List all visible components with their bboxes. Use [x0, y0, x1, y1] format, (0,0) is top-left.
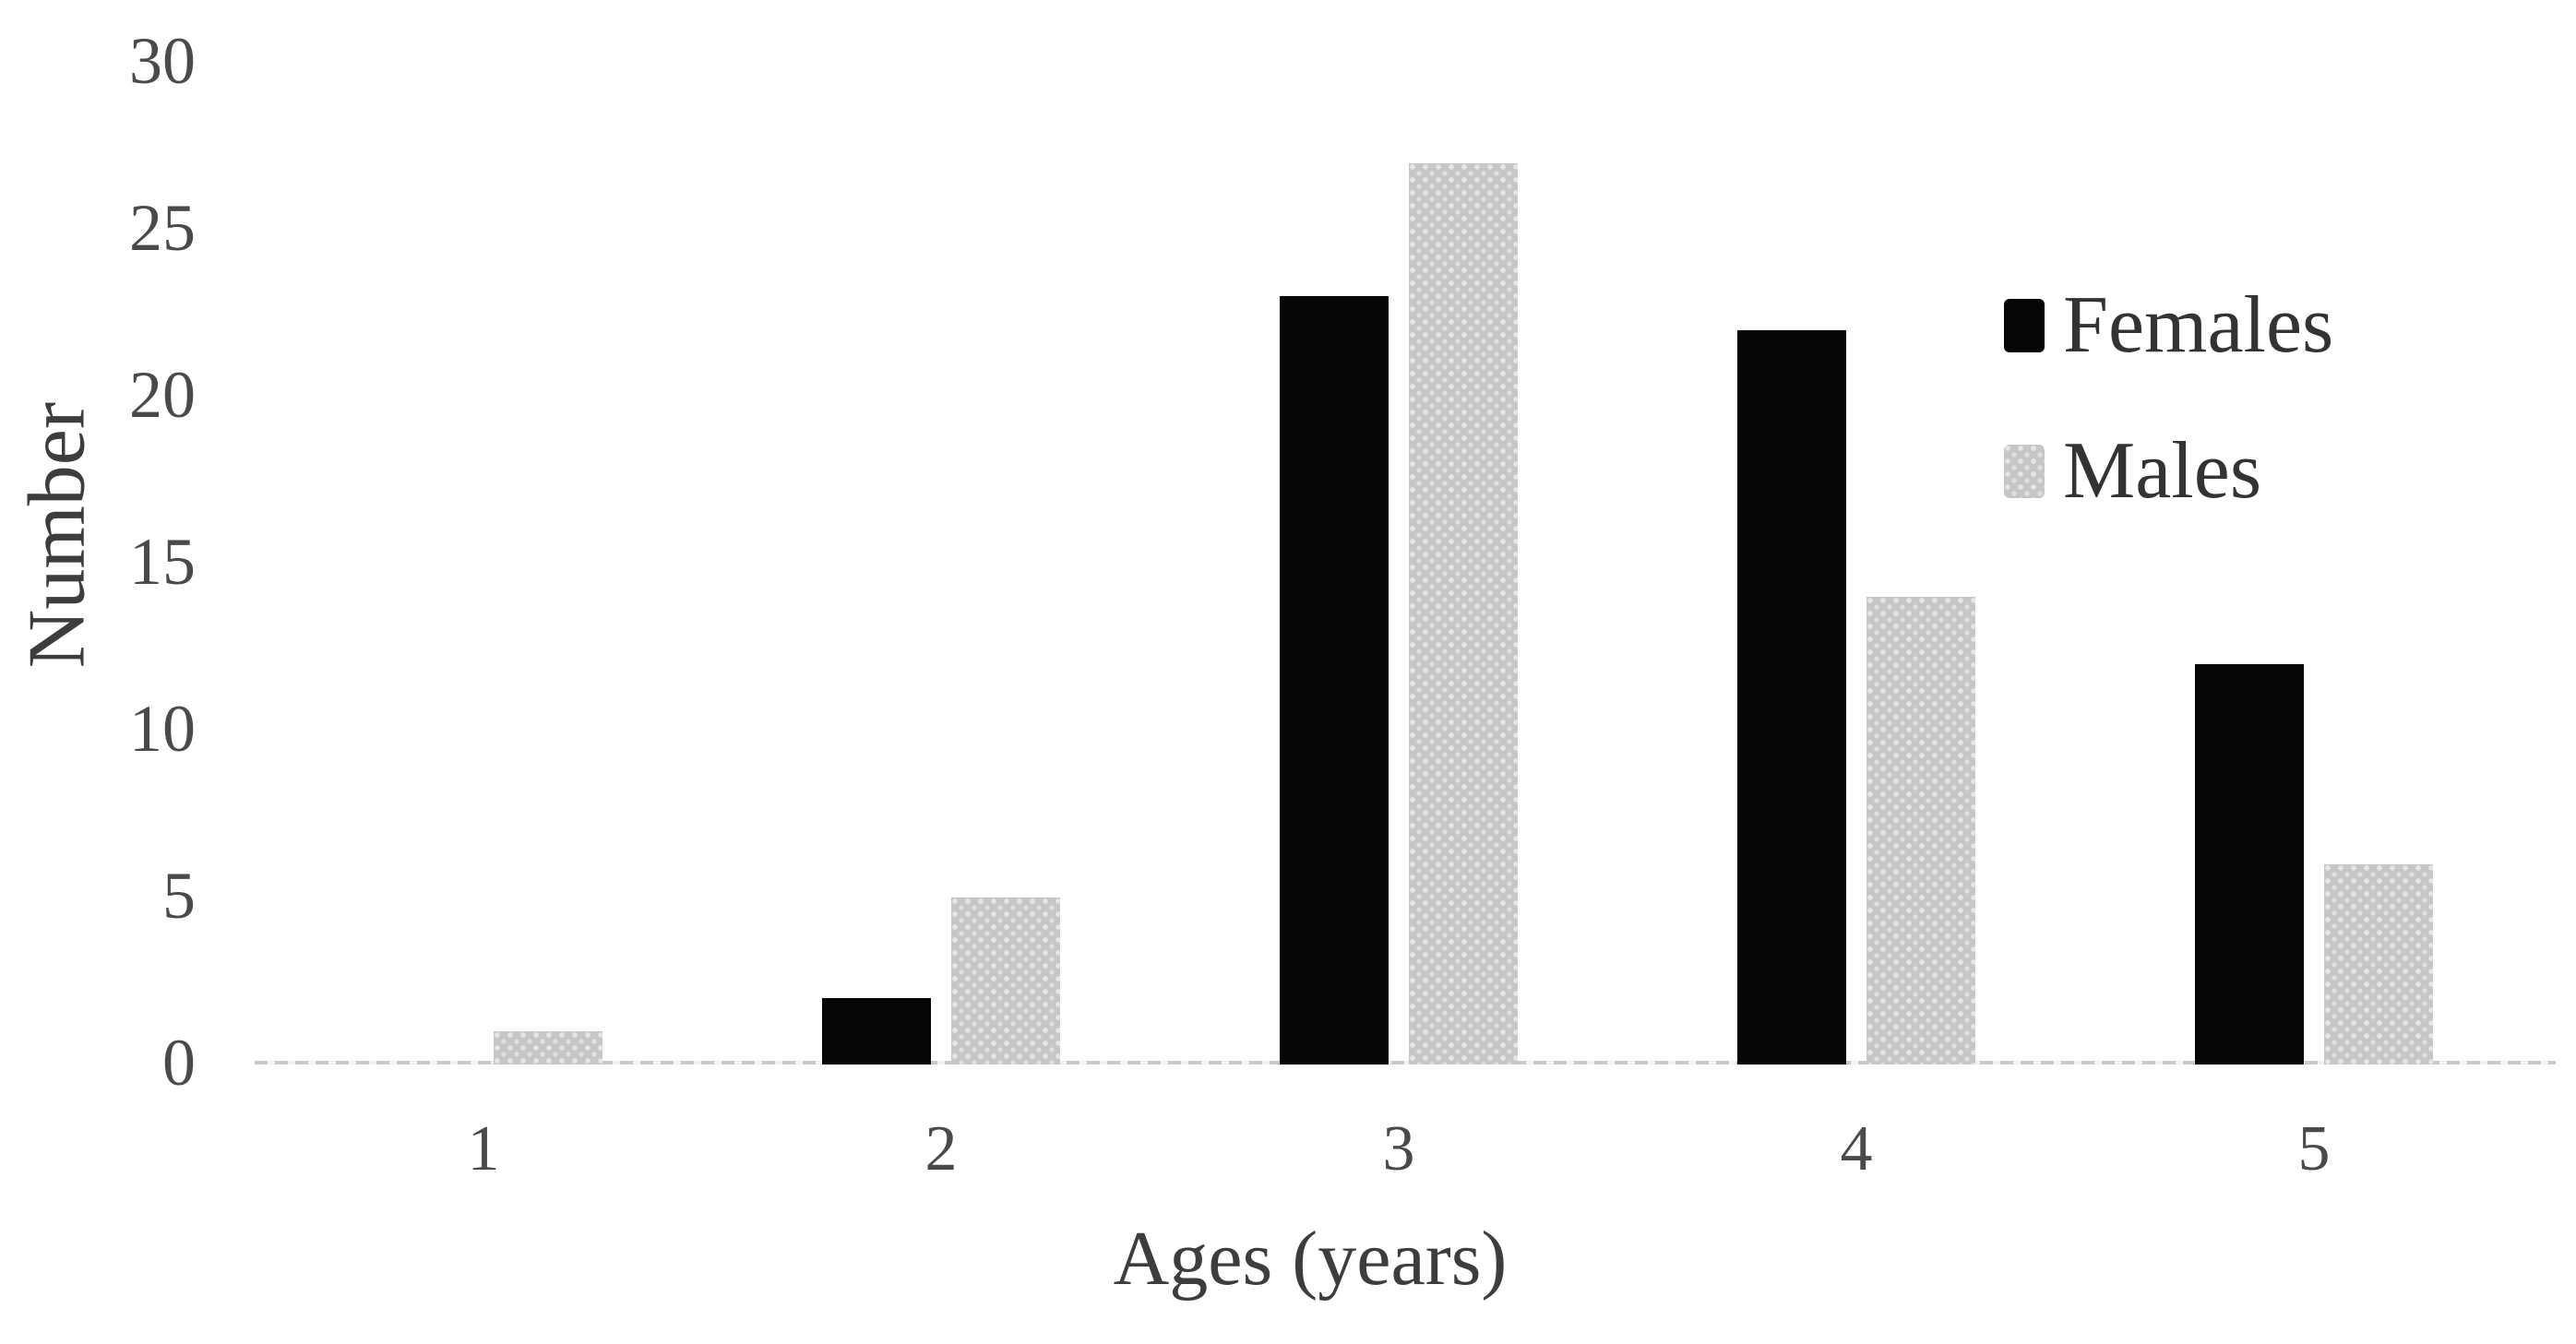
y-tick-15: 15 [129, 525, 196, 599]
x-axis-title: Ages (years) [1113, 1216, 1508, 1302]
x-tick-1: 1 [467, 1113, 500, 1184]
x-axis-line [255, 1061, 2556, 1064]
y-tick-5: 5 [162, 859, 196, 933]
x-tick-5: 5 [2297, 1113, 2331, 1184]
bar-males-age-1 [494, 1031, 602, 1064]
bar-males-age-5 [2324, 864, 2433, 1064]
bar-females-age-5 [2195, 664, 2304, 1064]
bar-males-age-2 [951, 898, 1060, 1064]
legend-swatch-males [2004, 445, 2045, 498]
y-tick-30: 30 [129, 24, 196, 98]
y-tick-10: 10 [129, 692, 196, 766]
y-tick-25: 25 [129, 191, 196, 265]
y-tick-20: 20 [129, 358, 196, 432]
bar-males-age-4 [1866, 597, 1975, 1064]
bar-females-age-3 [1280, 296, 1389, 1064]
legend-item-females: Females [2004, 280, 2333, 372]
bar-males-age-3 [1409, 163, 1518, 1064]
legend-swatch-females [2004, 299, 2045, 352]
legend-label-males: Males [2063, 426, 2262, 516]
legend-item-males: Males [2004, 425, 2261, 517]
x-tick-2: 2 [924, 1113, 958, 1184]
x-tick-4: 4 [1840, 1113, 1873, 1184]
bar-females-age-4 [1737, 330, 1846, 1064]
y-tick-0: 0 [162, 1026, 196, 1100]
bar-females-age-2 [822, 998, 931, 1064]
x-tick-3: 3 [1382, 1113, 1415, 1184]
legend-label-females: Females [2063, 280, 2334, 370]
